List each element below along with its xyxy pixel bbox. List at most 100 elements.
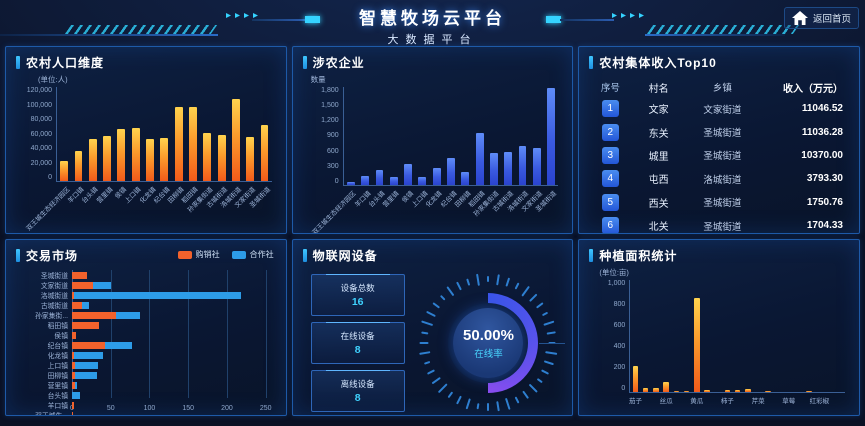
stat-box-offline-devices: 离线设备 8 — [310, 370, 405, 412]
y-axis-tick-label: 100,000 — [26, 101, 52, 109]
panel-title: 涉农企业 — [312, 56, 365, 70]
y-axis-tick-label: 600 — [613, 322, 626, 329]
bar-track — [72, 341, 266, 349]
bar-group — [702, 280, 712, 392]
panel-header: 交易市场 — [16, 247, 276, 264]
x-axis-label: 柿子 — [720, 398, 734, 405]
stat-box-online-devices: 在线设备 8 — [310, 322, 405, 364]
gridline — [110, 270, 112, 398]
market-stacked-bar-chart: 圣城街道 文家街道 洛城街道 古城街道 孙家集街... 稻田镇 侯镇 纪台镇 化龙镇 上口镇 田柳镇… — [16, 270, 272, 415]
village-cell: 城里 — [648, 151, 669, 163]
bar-group: 柿子 — [721, 280, 734, 405]
gauge-tick — [521, 285, 531, 297]
gauge-tick — [537, 378, 544, 384]
bar-group: 稻田镇 — [468, 87, 487, 209]
header-decor-dots-left — [226, 13, 258, 18]
home-button[interactable]: 返回首页 — [783, 7, 859, 29]
table-row: 1 文家 文家街道 11046.52 — [589, 97, 849, 120]
panel-iot: 物联网设备 设备总数 16 在线设备 8 离线设备 8 — [291, 239, 574, 416]
x-axis-label: 草莓 — [782, 398, 796, 405]
township-cell: 圣城街道 — [703, 221, 742, 233]
village-cell: 屯西 — [648, 175, 669, 187]
bar-group: 文家街道 — [521, 87, 544, 213]
gauge-tick — [432, 376, 442, 385]
panel-header: 涉农企业 — [302, 54, 563, 71]
bar-track — [72, 411, 266, 415]
header-decor-hatch-right — [646, 25, 800, 34]
gauge-tick — [432, 302, 441, 309]
bar-group: 羊口镇 — [67, 87, 86, 205]
header-decor-miniline-left — [252, 19, 306, 21]
x-axis-label: 双王城生态经济园区 — [311, 190, 358, 234]
bar-segment-购销社 — [72, 301, 83, 309]
y-axis-tick-label: 120,000 — [26, 87, 52, 94]
iot-content: 设备总数 16 在线设备 8 离线设备 8 — [303, 270, 566, 415]
y-axis-tick-label: 300 — [326, 162, 339, 170]
bar — [375, 170, 384, 185]
bar-track — [72, 361, 266, 369]
gauge-tick — [447, 391, 454, 399]
gauge-tick — [419, 351, 431, 355]
rank-cell: 2 — [591, 123, 629, 141]
online-rate-gauge: 50.00% 在线率 — [415, 270, 566, 415]
bar-track — [72, 281, 266, 289]
bar-group: 孙家集街道 — [186, 87, 214, 214]
bar-segment-购销社 — [72, 351, 75, 359]
bar — [490, 152, 498, 185]
panel-title: 交易市场 — [26, 249, 79, 263]
bar — [632, 366, 639, 392]
gauge-tick — [424, 360, 431, 365]
village-cell: 东关 — [648, 128, 669, 140]
bar-group — [794, 280, 804, 392]
gauge-tick — [466, 278, 471, 286]
column-header: 村名 — [648, 83, 669, 95]
category-label: 孙家集街... — [35, 313, 68, 320]
bar — [189, 106, 197, 181]
panel-title: 农村集体收入Top10 — [599, 56, 717, 70]
gauge-tick — [545, 351, 558, 355]
bar-group: 羊口镇 — [353, 87, 372, 209]
rank-cell: 1 — [591, 100, 629, 118]
bar-group: 芹菜 — [752, 280, 765, 405]
x-axis-label: 茄子 — [628, 398, 642, 405]
gauge-tick — [487, 276, 490, 282]
category-label: 化龙镇 — [47, 353, 68, 360]
bar-segment-合作社 — [73, 291, 241, 299]
bar-track — [72, 271, 266, 279]
bar — [447, 158, 455, 185]
axis-unit-label: (单位:亩) — [599, 268, 629, 277]
bar — [404, 164, 412, 185]
gauge-tick — [496, 401, 501, 412]
legend-item-购销社[interactable]: 购销社 — [177, 249, 220, 260]
y-axis-tick-label: 600 — [326, 147, 339, 155]
legend-swatch — [177, 250, 192, 259]
bar-segment-合作社 — [82, 301, 90, 309]
x-axis-tick-label: 150 — [182, 405, 195, 412]
category-label: 田柳镇 — [47, 373, 68, 380]
x-axis-tick-label: 50 — [106, 405, 115, 412]
bar — [74, 151, 83, 181]
income-cell: 1750.76 — [806, 196, 843, 208]
header: 智慧牧场云平台 大数据平台 返回首页 — [0, 0, 865, 46]
rank-badge: 1 — [601, 100, 619, 118]
x-axis-ticks: 0 50 100 150 200 250 — [70, 400, 271, 412]
bar-group: 双王城生态经济园区 — [312, 87, 358, 233]
bar-group: 洛城街道 — [220, 87, 243, 209]
chart-legend: 购销社 合作社 — [177, 249, 274, 260]
bar-segment-购销社 — [72, 281, 93, 289]
income-cell: 3793.30 — [806, 173, 843, 185]
y-axis-tick-label: 0 — [334, 177, 339, 185]
bar-row: 洛城街道 — [16, 290, 266, 300]
plot-area: 双王城生态经济园区 羊口镇 台头镇 营里镇 侯镇 上口镇 化龙镇 纪台镇 田柳镇 稻田镇 孙家集街道… — [312, 87, 559, 233]
bar-group: 圣城街道 — [248, 87, 272, 209]
gauge-tick — [446, 286, 455, 297]
y-axis-tick-label: 200 — [613, 364, 626, 371]
bar-group: 纪台镇 — [153, 87, 171, 205]
bar-group: 化龙镇 — [138, 87, 157, 205]
planting-bar-chart: 1,000 800 600 400 200 0 茄子 丝瓜 黄瓜 柿子 芹菜 草莓 红彩椒 — [591, 280, 845, 405]
bar — [532, 147, 541, 185]
legend-item-合作社[interactable]: 合作社 — [231, 249, 274, 260]
bar-group — [651, 280, 661, 392]
category-label: 纪台镇 — [47, 343, 68, 350]
gauge-tick — [505, 277, 511, 287]
